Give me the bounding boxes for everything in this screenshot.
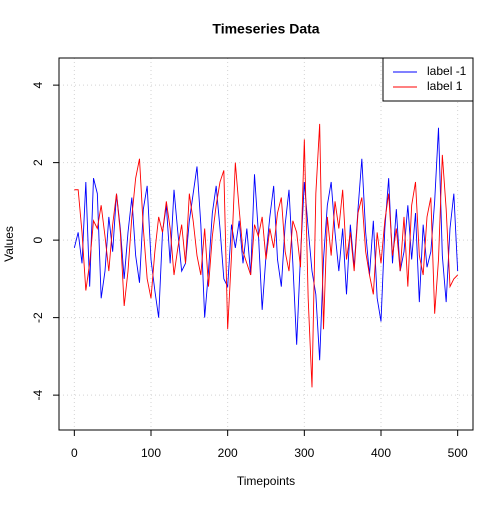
x-tick-label: 400 bbox=[371, 446, 391, 460]
x-tick-label: 300 bbox=[294, 446, 314, 460]
x-tick-label: 500 bbox=[448, 446, 468, 460]
series-line bbox=[74, 123, 458, 388]
x-tick-label: 0 bbox=[71, 446, 78, 460]
y-tick-label: 0 bbox=[31, 236, 45, 243]
y-tick-label: -2 bbox=[31, 312, 45, 323]
legend-label: label 1 bbox=[427, 79, 463, 93]
legend-box bbox=[382, 57, 474, 102]
x-tick-label: 100 bbox=[141, 446, 161, 460]
x-axis-label: Timepoints bbox=[237, 474, 295, 488]
x-tick-label: 200 bbox=[218, 446, 238, 460]
y-tick-label: 2 bbox=[31, 159, 45, 166]
plot-frame bbox=[58, 57, 474, 431]
chart-title: Timeseries Data bbox=[212, 21, 319, 37]
y-axis-label: Values bbox=[2, 226, 16, 262]
y-tick-label: 4 bbox=[31, 81, 45, 88]
legend-label: label -1 bbox=[427, 64, 467, 78]
y-tick-label: -4 bbox=[31, 389, 45, 400]
